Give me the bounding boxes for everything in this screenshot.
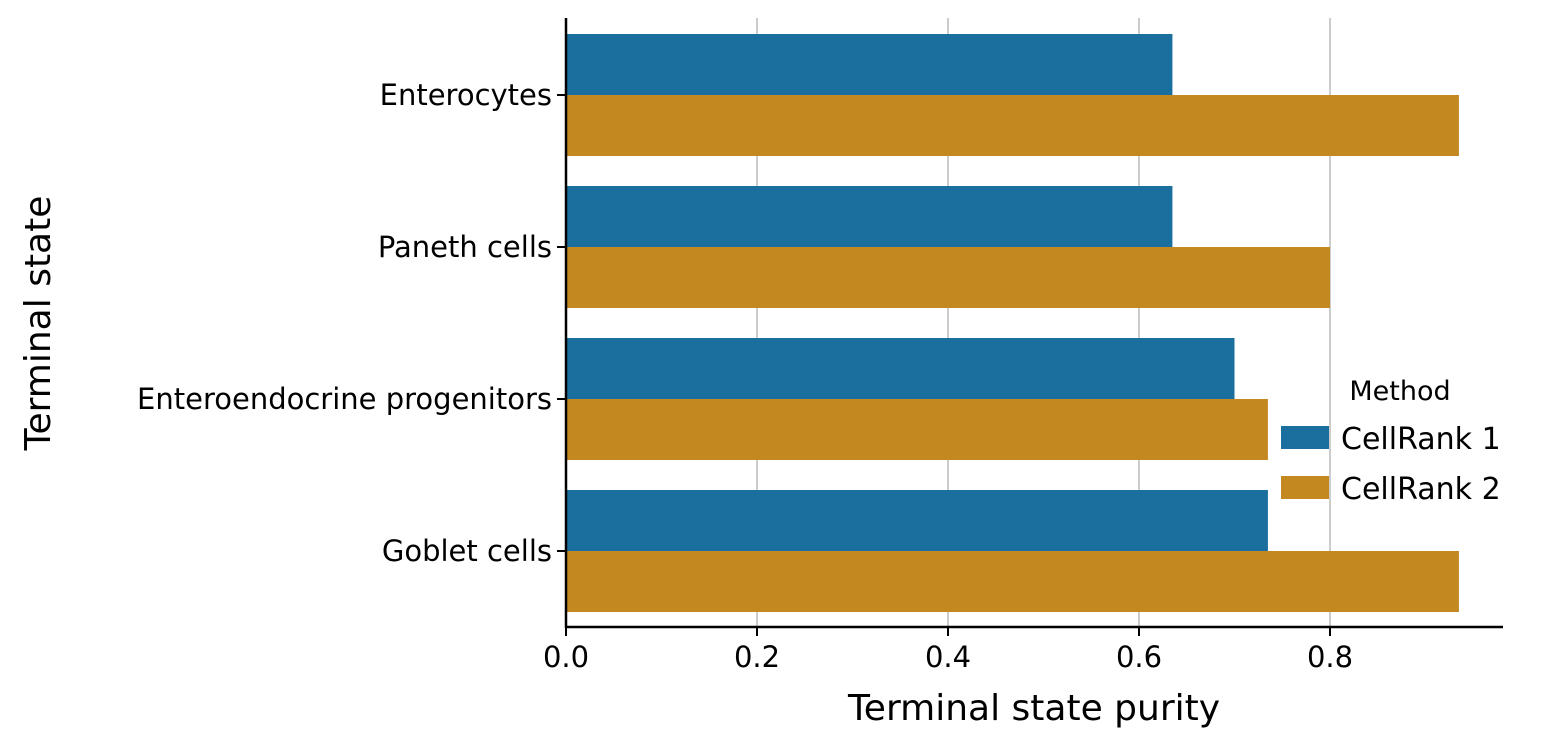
bar-goblet-cells-cellrank-1 (566, 490, 1268, 551)
legend-label-cellrank-1: CellRank 1 (1341, 422, 1501, 457)
legend-label-cellrank-2: CellRank 2 (1341, 472, 1501, 507)
y-axis-title: Terminal state (18, 196, 59, 452)
x-tick-label-0-0: 0.0 (543, 640, 589, 674)
bar-enterocytes-cellrank-1 (566, 34, 1173, 95)
y-tick-label-enteroendocrine-progenitors: Enteroendocrine progenitors (137, 382, 552, 416)
bar-paneth-cells-cellrank-1 (566, 186, 1173, 247)
bar-paneth-cells-cellrank-2 (566, 247, 1330, 308)
ticks: 0.0 0.2 0.4 0.6 0.8 Enterocytes Paneth cells En… (137, 78, 1353, 674)
x-axis-title: Terminal state purity (847, 688, 1220, 729)
bar-enterocytes-cellrank-2 (566, 95, 1459, 156)
y-tick-label-paneth-cells: Paneth cells (378, 230, 552, 264)
bar-goblet-cells-cellrank-2 (566, 551, 1459, 612)
x-tick-label-0-8: 0.8 (1307, 640, 1353, 674)
legend-title: Method (1349, 376, 1450, 407)
bar-enteroendocrine-progenitors-cellrank-1 (566, 338, 1235, 399)
x-tick-label-0-6: 0.6 (1116, 640, 1162, 674)
x-tick-label-0-2: 0.2 (734, 640, 780, 674)
bar-enteroendocrine-progenitors-cellrank-2 (566, 399, 1268, 460)
legend-swatch-cellrank-1 (1281, 426, 1329, 449)
y-tick-label-enterocytes: Enterocytes (380, 78, 552, 112)
axes (564, 18, 1503, 629)
x-tick-label-0-4: 0.4 (925, 640, 971, 674)
y-tick-label-goblet-cells: Goblet cells (382, 534, 552, 568)
bars (566, 34, 1459, 612)
legend: Method CellRank 1 CellRank 2 (1281, 376, 1501, 507)
legend-swatch-cellrank-2 (1281, 476, 1329, 499)
